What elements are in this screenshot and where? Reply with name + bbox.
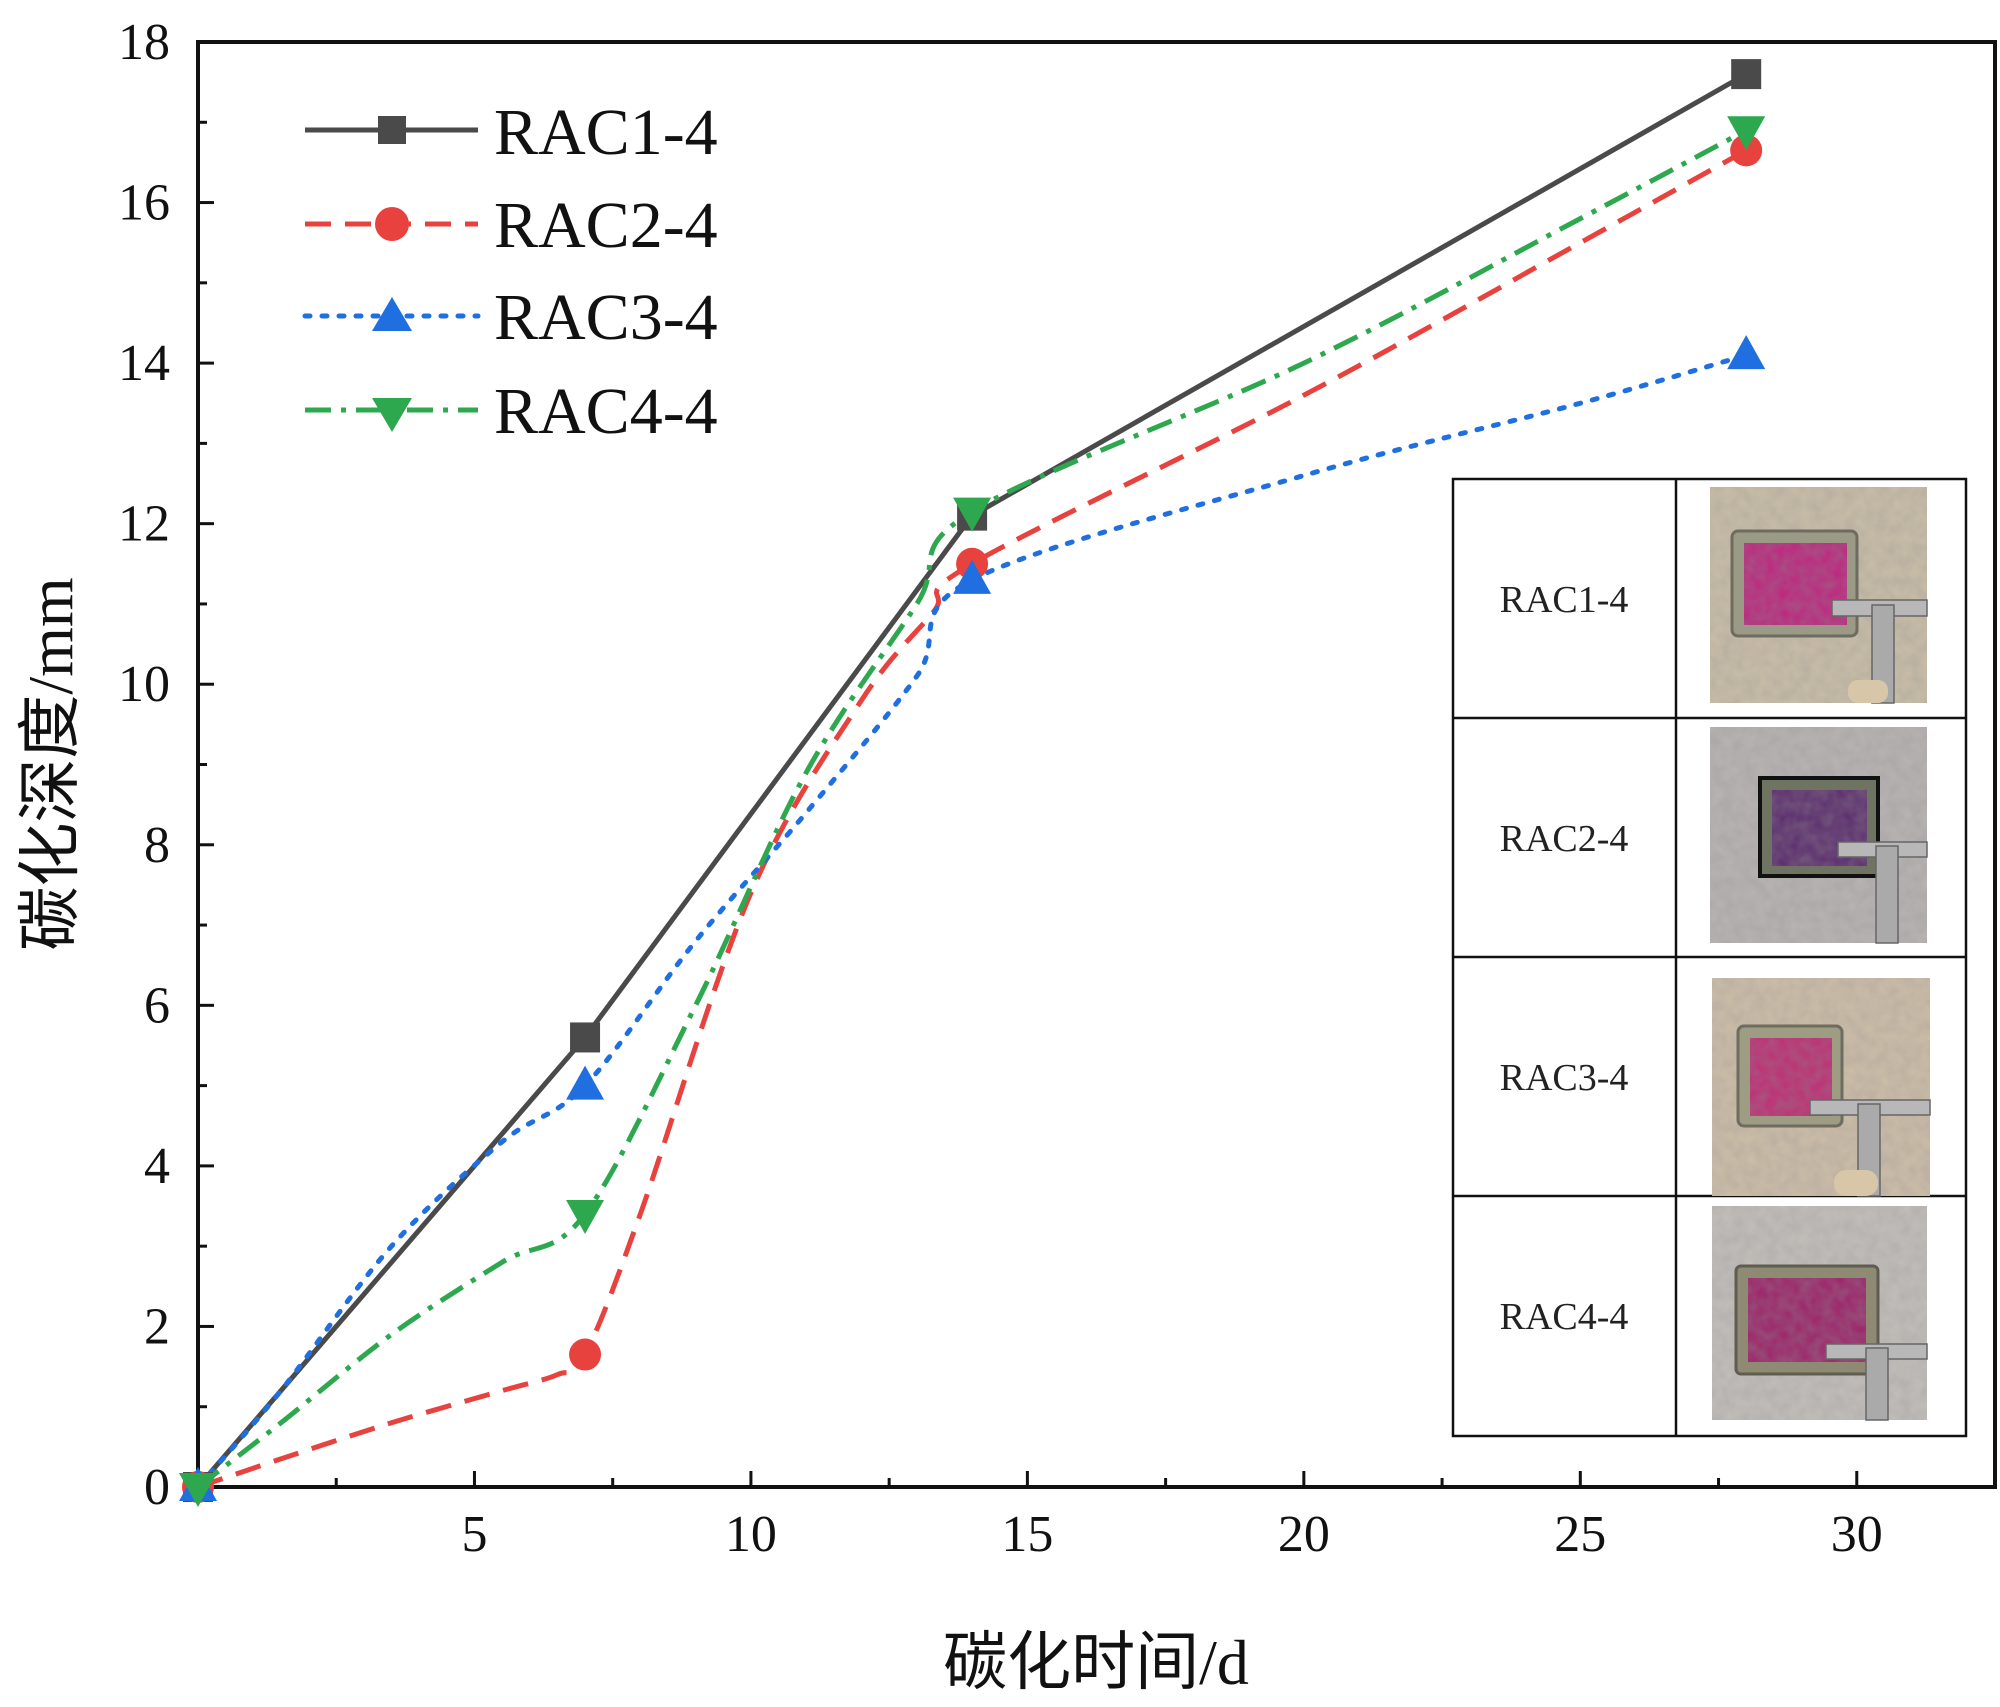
data-point-rac1-4: [570, 1022, 601, 1053]
y-tick-label: 10: [118, 656, 170, 713]
y-tick-label: 16: [118, 175, 170, 232]
series-line-rac2-4: [198, 148, 1748, 1487]
data-point-rac2-4: [1730, 134, 1763, 167]
legend-swatch-marker: [372, 297, 412, 331]
legend: RAC1-4 RAC2-4 RAC3-4 RAC4-4: [302, 96, 718, 448]
specimen-photo-rac2-4: [1710, 727, 1928, 944]
inset-row-label: RAC2-4: [1500, 818, 1629, 860]
specimen-photo-rac4-4: [1712, 1206, 1928, 1421]
marker-layer: [179, 59, 1766, 1507]
data-point-rac3-4: [953, 559, 992, 594]
legend-entry-rac3-4: RAC3-4: [302, 281, 718, 354]
y-tick-label: 2: [144, 1298, 170, 1355]
x-tick-label: 20: [1278, 1506, 1330, 1563]
series-line-rac3-4: [198, 352, 1749, 1487]
y-axis-ticks: 0 2 4 6 8 10 12 14 16 18: [118, 14, 214, 1516]
inset-table: RAC1-4 RAC2-4 RAC3-4 RAC4-4: [1451, 477, 1968, 1438]
series-line-rac1-4: [198, 71, 1748, 1487]
data-point-rac3-4: [566, 1065, 605, 1100]
x-axis-title: 碳化时间/d: [943, 1627, 1249, 1698]
series-line-rac4-4: [198, 128, 1748, 1487]
x-tick-label: 5: [461, 1506, 487, 1563]
specimen-photo-rac1-4: [1710, 487, 1928, 704]
inset-row-label: RAC3-4: [1500, 1057, 1629, 1099]
data-point-rac4-4: [953, 497, 992, 532]
x-tick-label: 30: [1831, 1506, 1883, 1563]
y-tick-label: 4: [144, 1138, 170, 1195]
series-layer: [198, 71, 1749, 1487]
inset-row-label: RAC1-4: [1500, 579, 1629, 621]
legend-swatch-marker: [375, 207, 409, 241]
y-tick-label: 14: [118, 335, 170, 392]
x-tick-label: 10: [725, 1506, 777, 1563]
legend-swatch-marker: [378, 116, 406, 144]
y-tick-label: 8: [144, 817, 170, 874]
y-tick-label: 6: [144, 977, 170, 1034]
x-axis-ticks: 5 10 15 20 25 30: [334, 1471, 1883, 1563]
x-tick-label: 15: [1001, 1506, 1053, 1563]
legend-label: RAC4-4: [494, 375, 718, 448]
legend-label: RAC2-4: [494, 189, 718, 262]
y-tick-label: 18: [118, 14, 170, 71]
legend-entry-rac4-4: RAC4-4: [305, 375, 718, 448]
legend-label: RAC3-4: [494, 281, 718, 354]
data-point-rac4-4: [1727, 116, 1766, 151]
x-tick-label: 25: [1554, 1506, 1606, 1563]
data-point-rac4-4: [566, 1200, 605, 1235]
legend-label: RAC1-4: [494, 96, 718, 169]
specimen-photo-rac3-4: [1712, 978, 1931, 1197]
legend-entry-rac1-4: RAC1-4: [305, 96, 718, 169]
legend-swatch-marker: [372, 398, 412, 432]
data-point-rac4-4: [179, 1473, 217, 1507]
data-point-rac3-4: [1727, 335, 1766, 370]
y-tick-label: 0: [144, 1459, 170, 1516]
inset-row-label: RAC4-4: [1500, 1296, 1629, 1338]
legend-entry-rac2-4: RAC2-4: [305, 189, 718, 262]
data-point-rac2-4: [569, 1338, 602, 1371]
data-point-rac1-4: [1731, 59, 1762, 90]
y-tick-label: 12: [118, 496, 170, 553]
y-axis-title: 碳化深度/mm: [15, 577, 86, 950]
